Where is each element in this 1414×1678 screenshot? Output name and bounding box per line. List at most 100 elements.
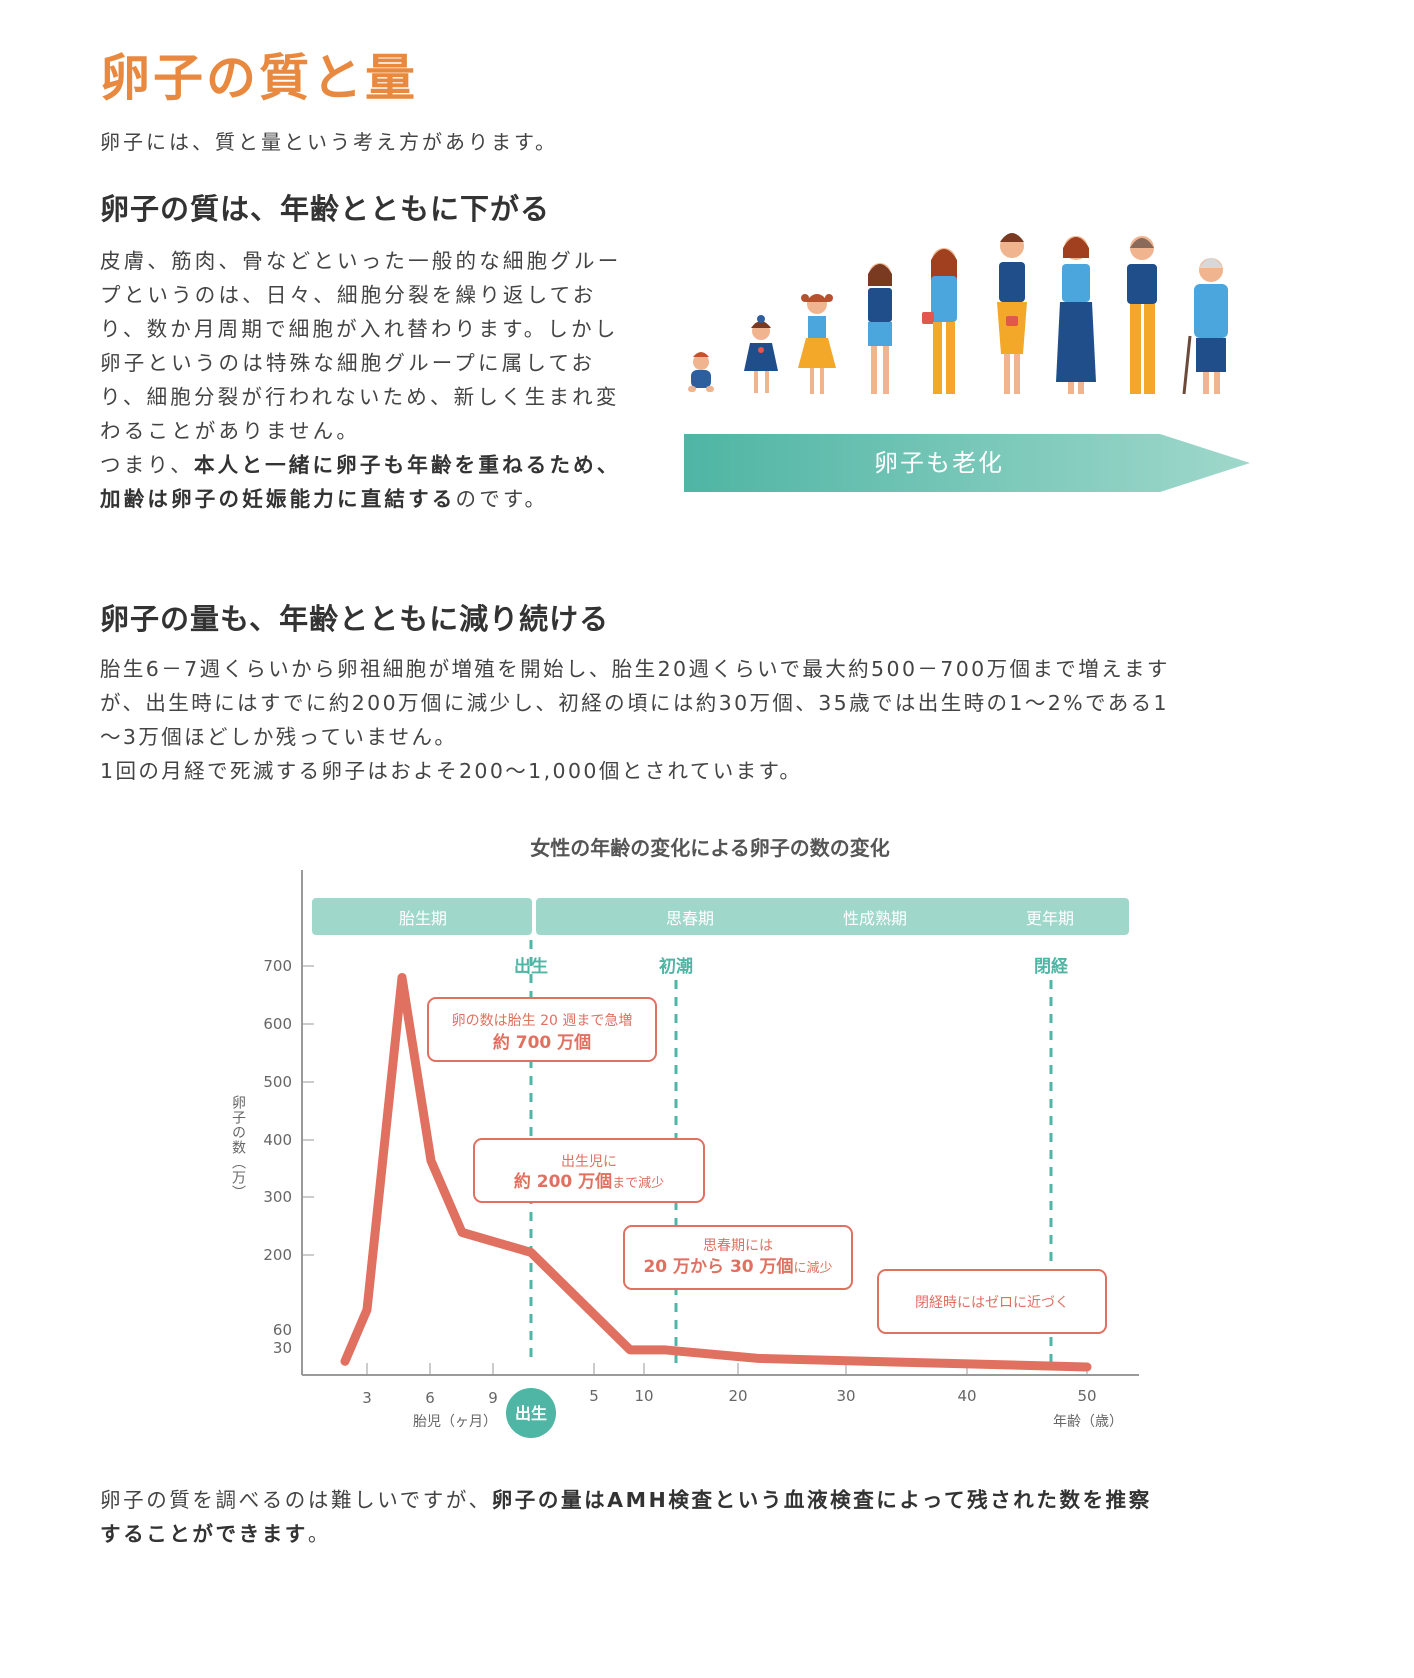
quantity-paragraph: 胎生6－7週くらいから卵祖細胞が増殖を開始し、胎生20週くらいで最大約500－7… [100, 652, 1170, 788]
adult-woman-figure [997, 233, 1027, 394]
egg-count-chart: 女性の年齢の変化による卵子の数の変化 胎生期 思春期 性成熟期 更年期 700 … [230, 836, 1139, 1438]
child-figure [798, 294, 836, 394]
x-tick-label: 5 [589, 1387, 599, 1405]
baby-figure [688, 352, 714, 392]
data-point [461, 1231, 463, 1234]
quantity-line: 1回の月経で死滅する卵子はおよそ200～1,000個とされています。 [100, 759, 803, 783]
young-woman-figure [922, 248, 957, 394]
y-tick-label: 600 [263, 1015, 292, 1033]
annotation-text: 思春期には [703, 1238, 773, 1254]
annotation-box [877, 1269, 1107, 1334]
annotation-bold: 20 万から 30 万個 [643, 1256, 793, 1277]
quality-line: わることがありません。 [100, 419, 361, 443]
quality-paragraph: 皮膚、筋肉、骨などといった一般的な細胞グルー プというのは、日々、細胞分裂を繰り… [100, 244, 621, 516]
aging-arrow [684, 434, 1250, 492]
y-tick-label: 400 [263, 1131, 292, 1149]
phase-label: 性成熟期 [843, 909, 907, 928]
quantity-line: ～3万個ほどしか残っていません。 [100, 725, 458, 749]
conclusion-bold-2: 加齢は卵子の妊娠能力に直結する [100, 487, 456, 511]
quality-line: プというのは、日々、細胞分裂を繰り返してお [100, 283, 597, 307]
data-point [663, 1348, 665, 1351]
phase-label: 思春期 [666, 909, 714, 928]
conclusion-bold: 本人と一緒に卵子も年齢を重ねるため、 [193, 453, 621, 477]
quantity-heading: 卵子の量も、年齢とともに減り続ける [100, 602, 610, 636]
data-point [366, 1308, 368, 1311]
egg-count-line [340, 972, 1092, 1372]
chart-title: 女性の年齢の変化による卵子の数の変化 [530, 836, 889, 860]
data-point [401, 976, 403, 979]
elderly-woman-figure [1182, 258, 1228, 395]
footer-line-2: することができます。 [100, 1517, 1360, 1551]
x-tick-label: 40 [957, 1387, 976, 1405]
annotation-bold: 約 200 万個 [514, 1171, 612, 1192]
x-axis-label-age: 年齢（歳） [1053, 1414, 1123, 1430]
annotation-text: 閉経時にはゼロに近づく [915, 1295, 1069, 1311]
conclusion-pre: つまり、 [100, 453, 194, 477]
data-point [629, 1348, 631, 1351]
phase-label: 胎生期 [399, 909, 447, 928]
quality-conclusion: つまり、本人と一緒に卵子も年齢を重ねるため、 [100, 448, 621, 482]
aging-women-illustration [688, 233, 1228, 395]
data-point [1086, 1366, 1088, 1368]
quality-line: 皮膚、筋肉、骨などといった一般的な細胞グルー [100, 249, 622, 273]
data-point [530, 1251, 532, 1254]
y-tick-label: 500 [263, 1073, 292, 1091]
x-axis-label-fetal: 胎児（ヶ月） [413, 1414, 497, 1430]
birth-badge [506, 1388, 556, 1438]
phase-band-fetal [312, 898, 532, 935]
quantity-line: 胎生6－7週くらいから卵祖細胞が増殖を開始し、胎生20週くらいで最大約500－7… [100, 657, 1170, 681]
x-tick-label: 20 [728, 1387, 747, 1405]
aging-arrow-label: 卵子も老化 [874, 449, 1004, 477]
x-tick-label: 6 [425, 1389, 435, 1407]
birth-badge-label: 出生 [515, 1404, 547, 1423]
conclusion-post: のです。 [455, 487, 549, 511]
middle-aged-woman-figure [1056, 236, 1096, 394]
quality-line: り、細胞分裂が行われないため、新しく生まれ変 [100, 385, 620, 409]
quantity-line: が、出生時にはすでに約200万個に減少し、初経の頃には約30万個、35歳では出生… [100, 691, 1169, 715]
toddler-figure [744, 315, 778, 393]
x-tick-label: 10 [634, 1387, 653, 1405]
data-point [430, 1159, 432, 1162]
quality-conclusion-2: 加齢は卵子の妊娠能力に直結するのです。 [100, 482, 621, 516]
quality-line: り、数か月周期で細胞が入れ替わります。しかし [100, 317, 619, 341]
footer-bold-2: することができます [100, 1522, 308, 1546]
y-tick-label: 300 [263, 1188, 292, 1206]
data-point [757, 1357, 759, 1360]
annotation-text-3: 20 万から 30 万個に減少 [643, 1256, 832, 1277]
annotation-text: 約 700 万個 [493, 1032, 591, 1053]
annotation-small: に減少 [794, 1260, 833, 1276]
quality-line: 卵子というのは特殊な細胞グループに属してお [100, 351, 596, 375]
footer-post: 。 [307, 1522, 332, 1546]
x-tick-label: 30 [836, 1387, 855, 1405]
y-axis-label: 卵子の数（万） [230, 1095, 246, 1200]
egg-count-points [344, 976, 1088, 1368]
y-ticks [302, 965, 314, 1256]
marker-label: 閉経 [1034, 956, 1069, 977]
footer-bold: 卵子の量はAMH検査という血液検査によって残された数を推察 [491, 1488, 1152, 1512]
annotation-text: 卵の数は胎生 20 週まで急増 [452, 1013, 633, 1029]
quality-heading: 卵子の質は、年齢とともに下がる [100, 192, 551, 226]
annotation-text-2: 約 200 万個まで減少 [514, 1171, 664, 1192]
annotation-box [427, 997, 657, 1062]
marker-label: 初潮 [659, 956, 693, 977]
annotation-text: 出生児に [561, 1154, 617, 1170]
y-tick-label: 200 [263, 1246, 292, 1264]
phase-band-postnatal [536, 898, 1129, 935]
footer-paragraph: 卵子の質を調べるのは難しいですが、卵子の量はAMH検査という血液検査によって残さ… [100, 1483, 1360, 1551]
marker-label: 出生 [514, 956, 548, 977]
footer-pre: 卵子の質を調べるのは難しいですが、 [100, 1488, 492, 1512]
annotation-box [473, 1138, 705, 1203]
page-title: 卵子の質と量 [100, 49, 418, 107]
x-tick-label: 50 [1077, 1387, 1096, 1405]
y-tick-label: 30 [273, 1339, 292, 1357]
y-tick-label: 700 [263, 957, 292, 975]
y-tick-label: 60 [273, 1321, 292, 1339]
footer-line-1: 卵子の質を調べるのは難しいですが、卵子の量はAMH検査という血液検査によって残さ… [100, 1483, 1360, 1517]
phase-label: 更年期 [1026, 909, 1074, 928]
lead-text: 卵子には、質と量という考え方があります。 [100, 130, 558, 154]
data-point [344, 1360, 346, 1363]
annotation-box [623, 1225, 853, 1290]
older-woman-figure [1127, 236, 1157, 394]
x-tick-label: 3 [362, 1389, 372, 1407]
teen-figure [868, 263, 892, 394]
